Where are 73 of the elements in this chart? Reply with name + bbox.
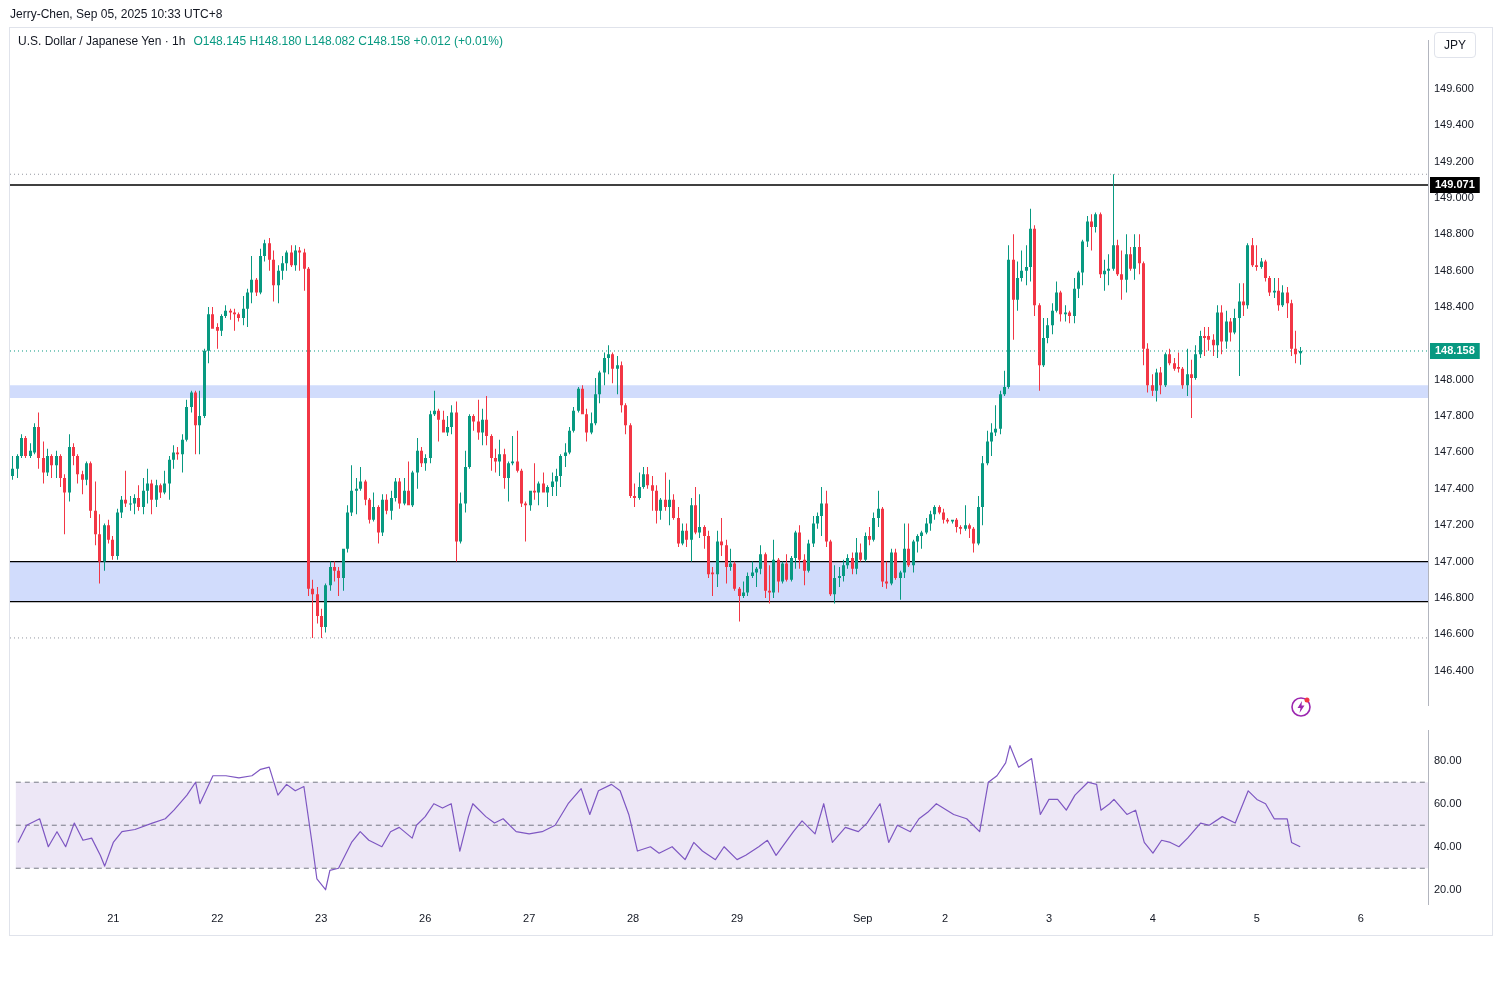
y-tick-label: 20.00 [1434, 882, 1462, 895]
x-tick-label: 26 [419, 912, 432, 925]
candlestick [355, 477, 358, 515]
y-tick-label: 149.200 [1434, 154, 1474, 167]
x-tick-label: 4 [1149, 912, 1156, 925]
candlestick [1025, 245, 1028, 286]
y-tick-label: 80.00 [1434, 753, 1462, 766]
x-tick-label: 23 [315, 912, 328, 925]
y-tick-label: 148.600 [1434, 263, 1474, 276]
y-tick-label: 147.000 [1434, 554, 1474, 567]
x-tick-label: 22 [211, 912, 224, 925]
y-tick-label: 147.800 [1434, 409, 1474, 422]
candlestick [920, 530, 923, 549]
ref-line-label: 149.071 [1435, 178, 1475, 191]
x-tick-label: 27 [523, 912, 536, 925]
x-tick-label: 21 [107, 912, 120, 925]
y-tick-label: 149.600 [1434, 81, 1474, 94]
x-tick-label: Sep [852, 912, 873, 925]
candlestick [616, 356, 619, 395]
candlestick [1120, 250, 1123, 300]
candlestick [498, 439, 501, 477]
candlestick [176, 447, 179, 460]
text: Jerry-Chen, Sep 05, 2025 10:33 UTC+8 [10, 7, 223, 21]
x-tick-label: 29 [730, 912, 744, 925]
ref-line-label: 148.158 [1435, 344, 1475, 357]
y-tick-label: 148.800 [1434, 227, 1474, 240]
candlestick [868, 527, 871, 546]
candlestick [768, 565, 771, 604]
x-tick-label: 2 [941, 912, 949, 925]
candlestick [524, 501, 527, 542]
y-tick-label: 147.200 [1434, 518, 1474, 531]
candlestick [698, 494, 701, 538]
candlestick [729, 548, 732, 571]
candlestick [564, 443, 567, 468]
candlestick [651, 476, 654, 511]
y-tick-label: 147.400 [1434, 481, 1474, 494]
candlestick [333, 561, 336, 582]
y-tick-label: 146.600 [1434, 627, 1474, 640]
x-tick-label: 5 [1253, 912, 1260, 925]
candlestick [311, 579, 314, 638]
candlestick [233, 308, 236, 331]
candlestick [1203, 327, 1206, 357]
x-tick-label: 6 [1357, 912, 1364, 925]
candlestick [1107, 254, 1110, 286]
y-tick-label: 148.400 [1434, 300, 1474, 313]
y-tick-label: 148.000 [1434, 372, 1474, 385]
candlestick [1190, 359, 1193, 418]
x-tick-label: 28 [626, 912, 640, 925]
candlestick [899, 570, 902, 600]
candlestick [720, 517, 723, 557]
y-tick-label: 60.00 [1434, 796, 1462, 809]
y-tick-label: 147.600 [1434, 445, 1474, 458]
candlestick [838, 567, 841, 588]
y-tick-label: 146.800 [1434, 590, 1474, 603]
candlestick [237, 312, 240, 322]
y-tick-label: 146.400 [1434, 663, 1474, 676]
y-tick-label: 40.00 [1434, 839, 1462, 852]
candlestick [1255, 245, 1258, 271]
chart-subtitle: O148.145 H148.180 L148.082 C148.158 +0.012 (+0.01%) [193, 34, 504, 48]
candlestick [1064, 305, 1067, 322]
candlestick [298, 246, 301, 271]
candlestick [1177, 352, 1180, 373]
candlestick [968, 523, 971, 538]
candlestick [964, 505, 967, 531]
y-tick-label: 149.000 [1434, 190, 1474, 203]
x-tick-label: 3 [1045, 912, 1053, 925]
candlestick [633, 483, 636, 508]
candlestick [129, 496, 132, 511]
candlestick [216, 323, 219, 349]
candlestick [533, 463, 536, 500]
y-tick-label: 149.400 [1434, 118, 1474, 131]
chart-title: U.S. Dollar / Japanese Yen · 1h [18, 34, 186, 48]
y-axis-title: JPY [1434, 32, 1477, 58]
